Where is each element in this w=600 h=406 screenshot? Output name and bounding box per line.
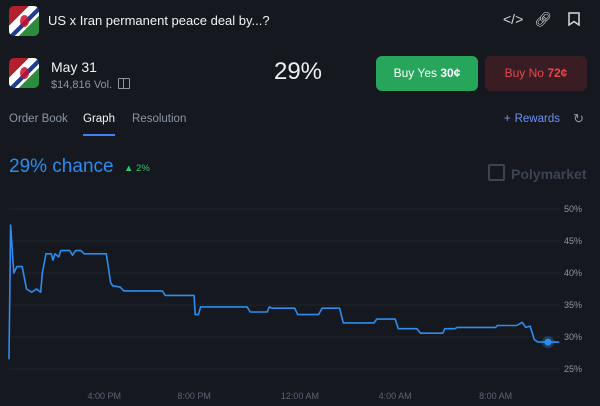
gift-icon[interactable] — [118, 78, 131, 89]
plus-icon: + — [503, 113, 511, 125]
outcome-date: May 31 — [51, 59, 97, 75]
rewards-label: Rewards — [514, 113, 560, 125]
tab-bar: Order Book Graph Resolution + Rewards ↻ — [0, 110, 600, 137]
rewards-button[interactable]: + Rewards — [504, 113, 560, 125]
x-tick-label: 12:00 AM — [281, 391, 319, 401]
buy-yes-button[interactable]: Buy Yes 30¢ — [376, 56, 478, 91]
buy-yes-price: 30¢ — [440, 66, 461, 80]
tab-resolution[interactable]: Resolution — [132, 113, 187, 125]
bookmark-icon[interactable] — [565, 10, 583, 28]
buy-yes-label: Buy Yes — [393, 66, 437, 80]
outcome-thumbnail — [9, 58, 39, 88]
polymarket-logo-icon — [488, 164, 505, 181]
x-tick-label: 4:00 AM — [379, 391, 412, 401]
refresh-icon[interactable]: ↻ — [573, 111, 584, 126]
market-title[interactable]: US x Iran permanent peace deal by...? — [48, 13, 270, 28]
change-value: 2% — [136, 163, 150, 174]
triangle-up-icon: ▲ — [124, 163, 134, 174]
chance-label: 29% chance — [9, 156, 114, 177]
buy-no-price: 72¢ — [547, 66, 568, 80]
x-tick-label: 8:00 AM — [479, 391, 512, 401]
price-chart[interactable]: 50% 45% 40% 35% 30% 25% 4:00 PM 8:00 PM 12:00 AM… — [0, 195, 600, 406]
y-tick-label: 50% — [564, 204, 582, 214]
buy-no-label: Buy No — [504, 66, 544, 80]
y-tick-label: 35% — [564, 300, 582, 310]
y-tick-label: 40% — [564, 268, 582, 278]
outcome-probability: 29% — [273, 58, 323, 85]
series-line — [8, 224, 560, 360]
tab-graph[interactable]: Graph — [83, 113, 115, 125]
watermark-text: Polymarket — [511, 166, 587, 182]
current-point-marker — [544, 338, 552, 346]
y-tick-label: 25% — [564, 364, 582, 374]
change-indicator: ▲ 2% — [124, 163, 150, 174]
volume-value: $14,816 Vol. — [51, 79, 113, 91]
polymarket-watermark: Polymarket — [488, 164, 586, 182]
tab-order-book[interactable]: Order Book — [9, 113, 68, 125]
x-tick-label: 4:00 PM — [87, 391, 121, 401]
active-tab-indicator — [83, 134, 115, 136]
link-icon[interactable]: 🔗︎ — [534, 11, 552, 27]
buy-no-button[interactable]: Buy No 72¢ — [485, 56, 587, 91]
market-thumbnail — [9, 6, 39, 36]
y-tick-label: 30% — [564, 332, 582, 342]
code-icon[interactable]: </> — [503, 11, 524, 27]
volume-label: $14,816 Vol. — [51, 78, 131, 91]
chart-marks: 50% 45% 40% 35% 30% 25% 4:00 PM 8:00 PM 12:00 AM… — [8, 204, 582, 401]
x-tick-label: 8:00 PM — [177, 391, 211, 401]
y-tick-label: 45% — [564, 236, 582, 246]
